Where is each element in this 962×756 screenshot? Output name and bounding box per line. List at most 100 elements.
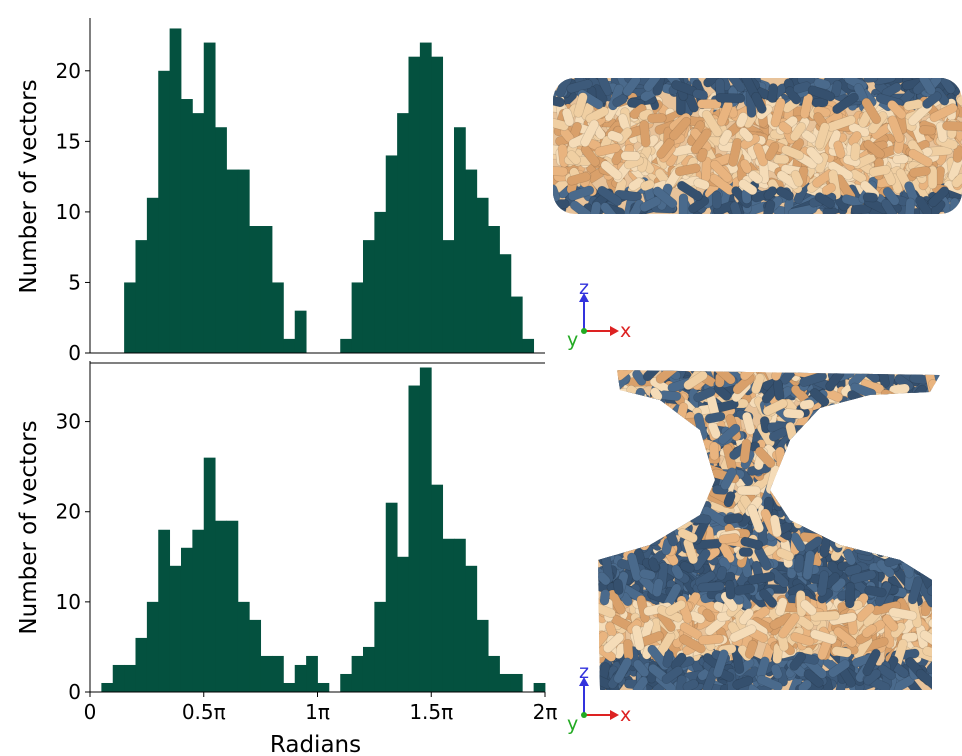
lipid [942, 121, 962, 132]
bar [101, 682, 114, 692]
lipid [931, 524, 940, 540]
lipid [797, 448, 815, 470]
lipid [735, 112, 749, 128]
bar [362, 240, 375, 353]
bar [215, 520, 227, 692]
lipid [894, 412, 916, 433]
lipid [636, 435, 657, 448]
lipid [909, 541, 940, 552]
lipid [654, 497, 679, 521]
lipid [928, 503, 940, 532]
lipid [600, 459, 625, 480]
lipid [633, 413, 649, 424]
lipid [644, 479, 675, 491]
lipid [902, 501, 914, 529]
lipid [893, 480, 903, 497]
lipid [679, 475, 697, 495]
lipid [919, 530, 938, 550]
lipid [651, 506, 673, 517]
lipid [868, 423, 880, 440]
lipid [831, 507, 843, 535]
lipid [606, 404, 631, 426]
lipid [890, 397, 901, 421]
lipid [903, 541, 918, 562]
lipid [651, 508, 666, 527]
lipid [622, 78, 641, 97]
lipid [921, 521, 940, 534]
lipid [598, 513, 609, 536]
lipid [602, 400, 624, 414]
lipid [612, 392, 625, 417]
lipid [791, 435, 805, 458]
lipid [832, 504, 860, 526]
lipid [924, 433, 940, 457]
lipid [628, 448, 641, 466]
lipid [932, 633, 940, 659]
lipid [801, 508, 821, 526]
lipid [859, 407, 884, 424]
lipid [909, 166, 931, 178]
lipid [855, 470, 877, 483]
lipid [684, 471, 701, 488]
lipid [788, 472, 802, 492]
lipid [598, 428, 609, 446]
x-tick-label: 1π [305, 700, 330, 724]
lipid [657, 434, 681, 448]
lipid [867, 455, 893, 475]
lipid [868, 421, 890, 438]
lipid [621, 442, 636, 465]
lipid [916, 534, 936, 559]
lipid [785, 455, 813, 478]
lipid [661, 470, 681, 498]
lipid [636, 445, 653, 475]
lipid [861, 97, 882, 125]
lipid [638, 394, 651, 414]
lipid [681, 431, 696, 450]
bar [272, 655, 284, 692]
lipid [918, 461, 929, 484]
lipid [839, 440, 858, 461]
lipid [620, 439, 635, 454]
lipid [612, 438, 631, 450]
lipid [862, 192, 879, 203]
lipid [887, 461, 901, 490]
lipid [887, 491, 912, 512]
bar [215, 127, 227, 353]
lipid [901, 532, 914, 548]
lipid [620, 531, 647, 545]
lipid [811, 436, 827, 462]
lipid [892, 518, 916, 534]
lipid [652, 498, 680, 518]
lipid [631, 443, 647, 455]
lipid [820, 440, 845, 466]
lipid [849, 455, 866, 473]
lipid [561, 107, 575, 127]
lipid [663, 446, 684, 459]
lipid [623, 420, 646, 432]
bar [510, 296, 523, 353]
lipid [828, 419, 848, 440]
lipid [893, 496, 910, 519]
lipid [799, 93, 814, 119]
bar [260, 655, 273, 692]
lipid [782, 478, 799, 491]
lipid [868, 164, 891, 177]
lipid [818, 492, 842, 508]
lipid [886, 530, 904, 555]
lipid [872, 403, 889, 420]
bar [522, 338, 535, 353]
lipid [850, 142, 861, 161]
lipid [816, 459, 831, 489]
lipid [606, 539, 624, 553]
lipid [926, 414, 940, 438]
lipid [831, 413, 842, 429]
lipid [870, 406, 891, 429]
lipid [601, 462, 627, 484]
lipid [598, 497, 609, 515]
bar [488, 655, 500, 692]
lipid [888, 529, 903, 559]
lipid [859, 452, 878, 477]
lipid [899, 461, 912, 479]
lipid [929, 488, 940, 504]
lipid [802, 482, 817, 512]
